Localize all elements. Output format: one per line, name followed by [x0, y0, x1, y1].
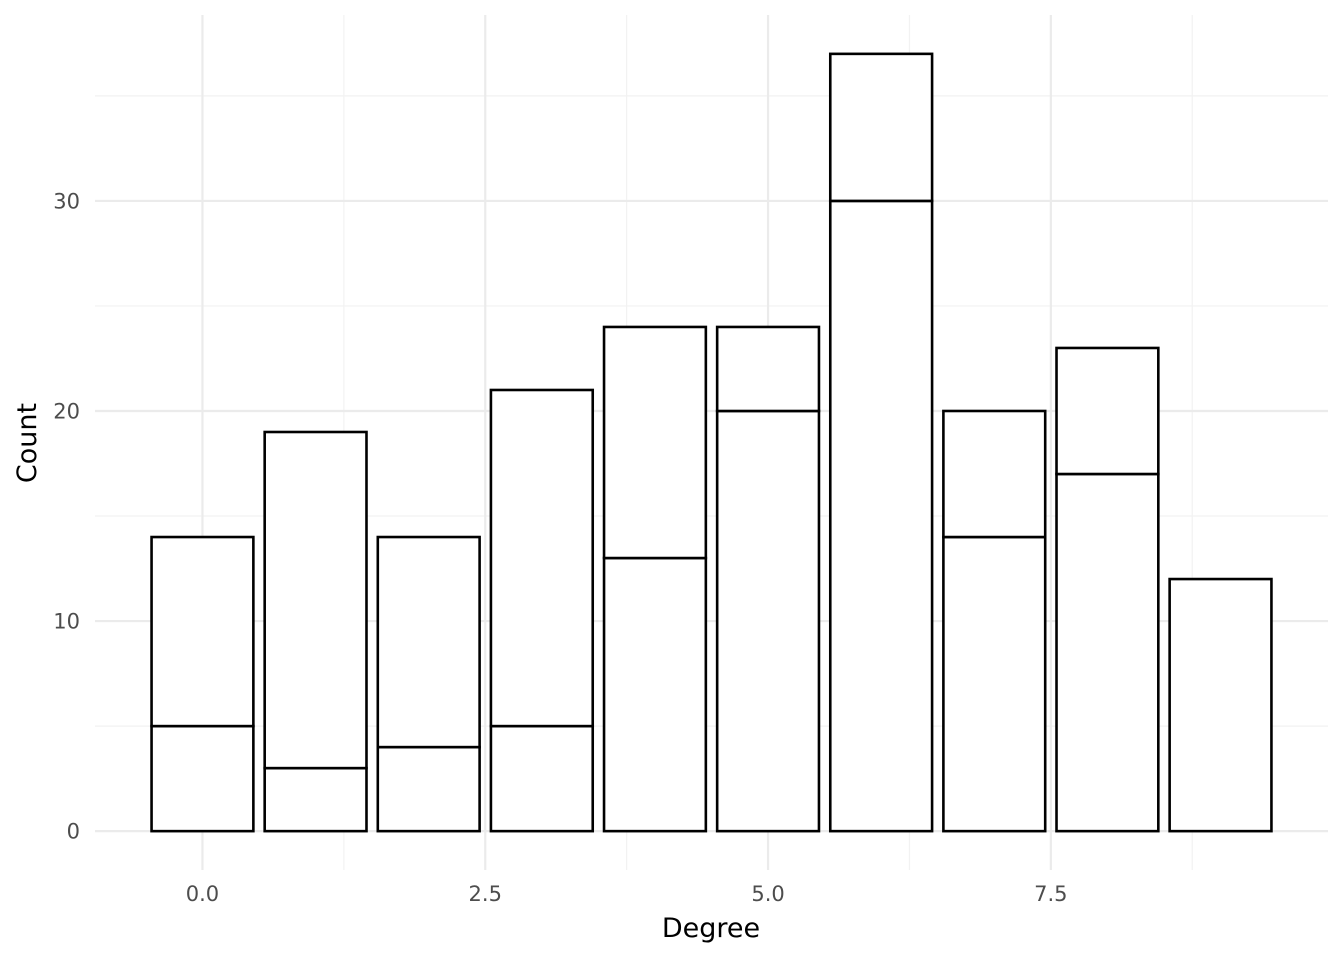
y-axis-title: Count [12, 403, 43, 483]
bar-segment-7-1 [942, 409, 1047, 539]
bar-segment-5-1 [715, 325, 821, 413]
x-axis-title: Degree [662, 913, 760, 944]
y-axis-ticks: 0 10 20 30 [53, 189, 80, 843]
x-tick-label: 5.0 [751, 882, 784, 906]
x-tick-label: 0.0 [186, 882, 219, 906]
bar-segment-6-1 [828, 52, 934, 203]
bar-segment-5-0 [715, 409, 821, 833]
y-tick-label: 0 [67, 820, 80, 844]
x-tick-label: 2.5 [469, 882, 502, 906]
bar-segment-8-0 [1055, 472, 1160, 833]
bar-segment-1-0 [263, 766, 368, 833]
bar-segment-8-1 [1055, 346, 1160, 476]
x-tick-label: 7.5 [1034, 882, 1067, 906]
bar-segment-3-0 [489, 724, 595, 833]
bars [150, 52, 1273, 833]
bar-segment-2-0 [376, 745, 481, 833]
bar-segment-3-1 [489, 388, 595, 728]
y-tick-label: 20 [53, 399, 80, 423]
bar-segment-9-1 [1168, 577, 1273, 833]
y-tick-label: 10 [53, 610, 80, 634]
bar-segment-1-1 [263, 430, 368, 770]
bar-segment-7-0 [942, 535, 1047, 833]
bar-segment-4-0 [602, 556, 708, 833]
x-axis-ticks: 0.0 2.5 5.0 7.5 [186, 882, 1068, 906]
bar-segment-0-0 [150, 724, 255, 833]
bar-segment-2-1 [376, 535, 481, 749]
bar-segment-6-0 [828, 199, 934, 833]
bar-segment-4-1 [602, 325, 708, 560]
bar-segment-0-1 [150, 535, 255, 728]
y-tick-label: 30 [53, 189, 80, 213]
